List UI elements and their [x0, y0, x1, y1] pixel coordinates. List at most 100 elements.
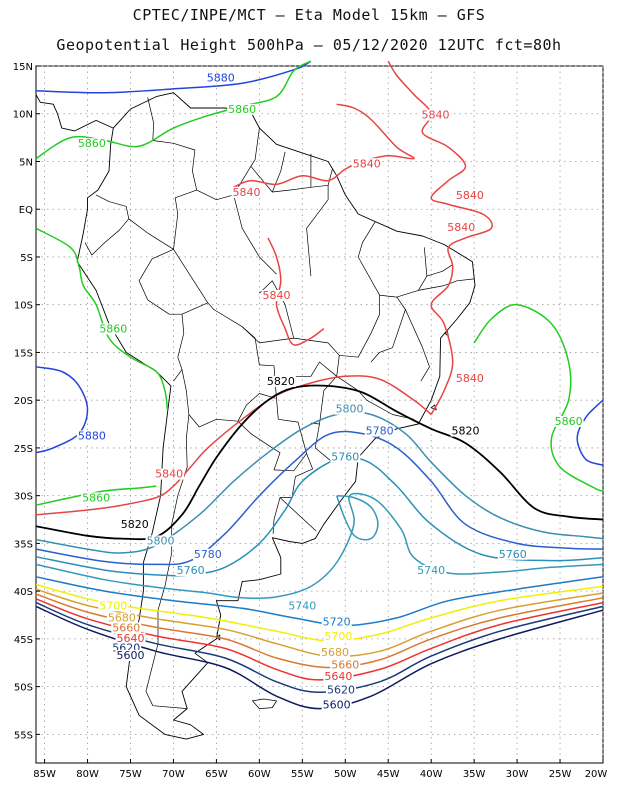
contour-label-background [111, 622, 142, 634]
contour-label: 5600 [323, 699, 351, 712]
contour-label: 5640 [324, 670, 352, 683]
contour-label-background [81, 492, 112, 504]
contour-label-background [145, 535, 176, 547]
contour-label-background [323, 630, 354, 642]
longitude-label: 85W [33, 769, 56, 780]
contour-label: 5700 [324, 630, 352, 643]
border-line [128, 218, 185, 382]
contour-label: 5720 [323, 616, 351, 629]
contour-label: 5680 [321, 646, 349, 659]
border-line [426, 264, 453, 277]
contour-label-background [98, 600, 129, 612]
contour-5720 [35, 576, 604, 627]
border-line [272, 497, 281, 534]
contour-label: 5760 [177, 564, 205, 577]
longitude-label: 20W [585, 769, 608, 780]
contour-label-background [175, 564, 206, 576]
longitude-label: 45W [377, 769, 400, 780]
contour-5780 [35, 430, 604, 566]
longitude-label: 80W [76, 769, 99, 780]
longitude-label: 60W [248, 769, 271, 780]
contour-label: 5600 [117, 649, 145, 662]
contour-5840 [35, 375, 432, 516]
contour-label: 5640 [117, 632, 145, 645]
longitude-label: 30W [506, 769, 529, 780]
contour-label: 5800 [147, 534, 175, 547]
contour-label-background [265, 375, 296, 387]
border-line [237, 420, 307, 472]
contour-5860 [35, 485, 157, 506]
border-line [233, 194, 277, 275]
coastline [35, 94, 114, 132]
contour-label: 5660 [331, 659, 359, 672]
contour-label-background [76, 138, 107, 150]
contour-label-background [420, 109, 451, 121]
latitude-label: 15S [14, 348, 33, 359]
contour-5860 [473, 303, 604, 492]
longitude-label: 40W [420, 769, 443, 780]
latitude-label: 45S [14, 635, 33, 646]
latitude-label: 20S [14, 396, 33, 407]
latitude-label: 5N [19, 157, 33, 168]
contour-5760 [35, 456, 604, 577]
contour-label-background [325, 684, 356, 696]
border-line [196, 128, 260, 201]
contour-label-background [416, 564, 447, 576]
contour-5860 [35, 60, 312, 160]
contour-label-background [227, 103, 258, 115]
contour-label-background [319, 647, 350, 659]
border-line [181, 302, 208, 315]
contour-5880 [35, 366, 89, 454]
border-line [147, 97, 198, 250]
coastline [76, 92, 476, 740]
contour-label-background [454, 373, 485, 385]
contour-label: 5820 [121, 518, 149, 531]
longitude-label: 55W [291, 769, 314, 780]
border-line [250, 166, 333, 193]
contour-label: 5740 [288, 599, 316, 612]
contour-label-background [330, 451, 361, 463]
contour-label-background [323, 670, 354, 682]
border-line [84, 194, 130, 256]
contour-5740 [335, 494, 379, 541]
latitude-label: 55S [14, 730, 33, 741]
border-line [145, 414, 190, 709]
contour-label: 5780 [194, 548, 222, 561]
contour-label: 5800 [336, 403, 364, 416]
contour-label-background [446, 222, 477, 234]
contour-label-background [154, 468, 185, 480]
contour-label: 5840 [155, 468, 183, 481]
latitude-label: 25S [14, 444, 33, 455]
contour-label: 5820 [452, 425, 480, 438]
latitude-label: 40S [14, 587, 33, 598]
contour-label-background [231, 186, 262, 198]
latitude-label: EQ [19, 205, 33, 216]
latitude-label: 5S [20, 253, 33, 264]
contour-label-background [287, 600, 318, 612]
contour-label-background [553, 416, 584, 428]
border-line [280, 361, 337, 377]
border-line [306, 185, 329, 277]
contour-label: 5620 [327, 683, 355, 696]
latitude-label: 10S [14, 301, 33, 312]
border-line [181, 369, 276, 428]
contour-label-background [261, 290, 292, 302]
contour-label-background [119, 519, 150, 531]
contour-label: 5880 [78, 429, 106, 442]
longitude-labels: 85W 80W 75W 70W 65W 60W 55W 50W 45W 40W 35W 30W 25W 2… [33, 759, 607, 780]
contour-5740 [35, 492, 604, 600]
contour-label: 5660 [112, 621, 140, 634]
contour-label-background [497, 548, 528, 560]
contour-label-background [454, 189, 485, 201]
longitude-label: 75W [119, 769, 142, 780]
contour-label: 5860 [555, 415, 583, 428]
map-title-line-2: Geopotential Height 500hPa – 05/12/2020 … [56, 36, 562, 54]
map-title-line-1: CPTEC/INPE/MCT – Eta Model 15km – GFS [132, 6, 486, 24]
contour-label: 5760 [331, 450, 359, 463]
contour-label: 5780 [366, 425, 394, 438]
contour-label-background [364, 425, 395, 437]
contour-label-background [205, 72, 236, 84]
longitude-label: 50W [334, 769, 357, 780]
contour-label: 5840 [353, 157, 381, 170]
